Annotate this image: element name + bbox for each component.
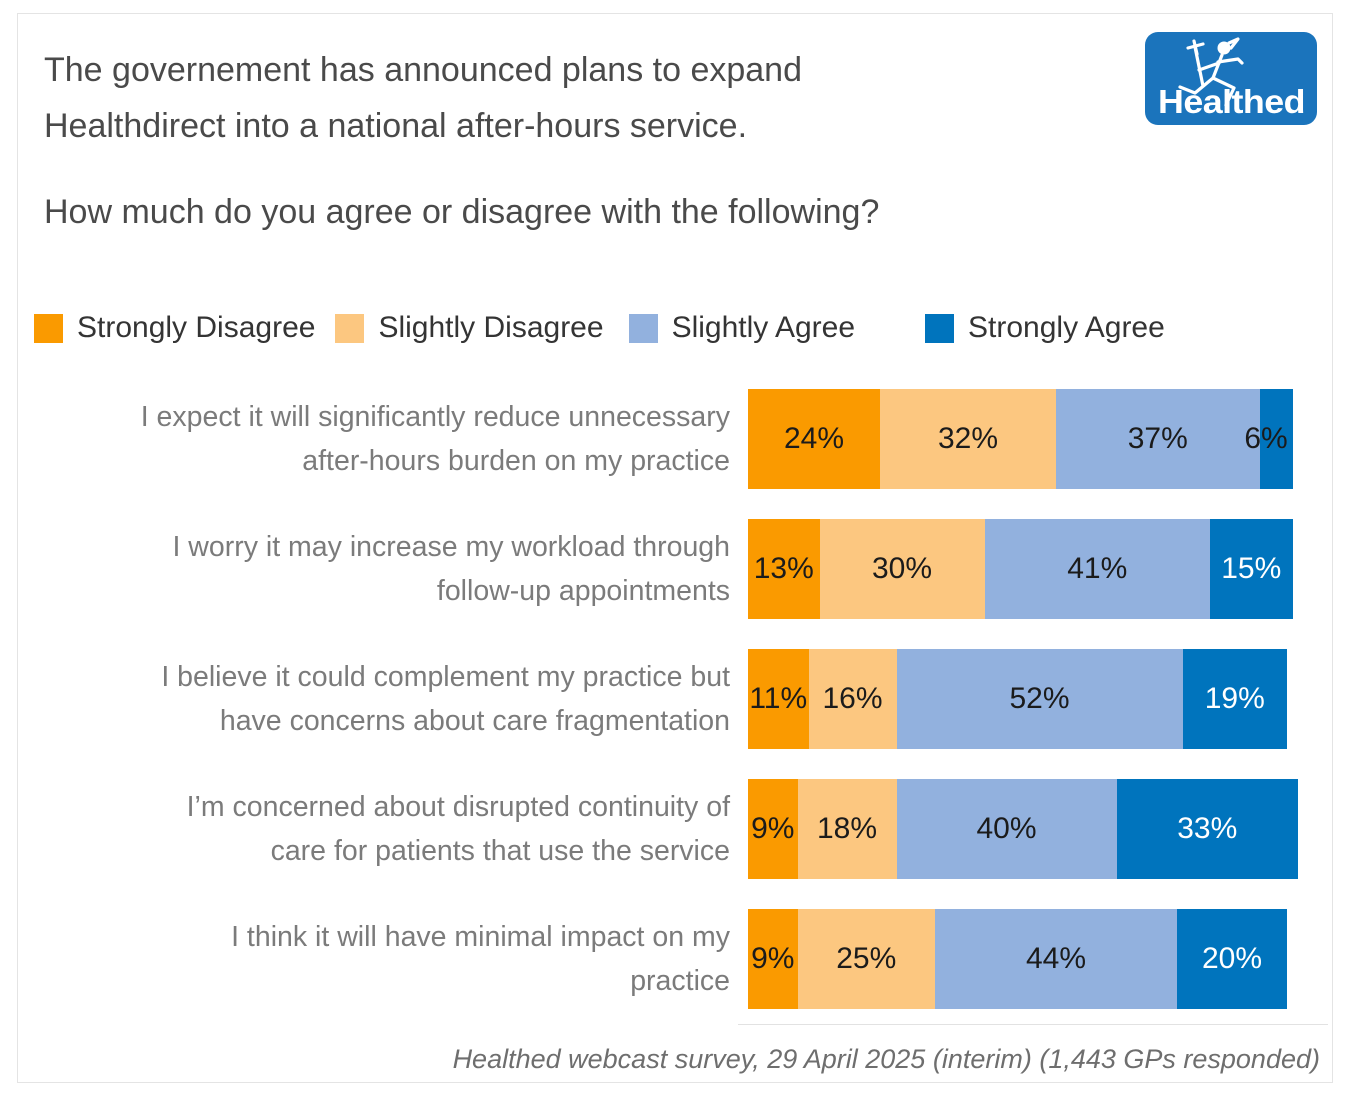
segment-value-label: 52% <box>1009 682 1070 715</box>
legend-label: Slightly Disagree <box>378 311 604 344</box>
segment-value-label: 9% <box>751 812 795 845</box>
segment-value-label: 20% <box>1201 942 1263 975</box>
segment-value-label: 13% <box>753 552 814 585</box>
bar-segment: 9% <box>748 779 798 879</box>
category-label: I’m concerned about disrupted continuity… <box>18 779 730 879</box>
bar-segment: 30% <box>819 519 985 619</box>
legend-item: Slightly Agree <box>628 311 856 345</box>
segment-value-label: 44% <box>1025 942 1087 975</box>
legend-item: Strongly Agree <box>925 311 1165 345</box>
segment-value-label: 37% <box>1127 422 1188 455</box>
segment-value-label: 24% <box>783 422 845 455</box>
category-label-line: have concerns about care fragmentation <box>219 705 730 737</box>
page-title-line-2: Healthdirect into a national after-hours… <box>44 107 748 145</box>
legend-label: Strongly Agree <box>968 311 1165 344</box>
segment-value-label: 9% <box>751 942 795 975</box>
page-subtitle: How much do you agree or disagree with t… <box>44 193 880 231</box>
bar-segment: 52% <box>896 649 1183 749</box>
legend-swatch <box>925 313 955 343</box>
page-title-line-1: The governement has announced plans to e… <box>44 51 802 89</box>
segment-value-label: 11% <box>749 682 808 715</box>
category-label-line: I expect it will significantly reduce un… <box>140 401 730 433</box>
segment-value-label: 41% <box>1067 552 1128 585</box>
bar-segment: 25% <box>797 909 935 1009</box>
category-label-line: care for patients that use the service <box>270 835 730 867</box>
bar-segment: 33% <box>1116 779 1298 879</box>
category-label: I expect it will significantly reduce un… <box>18 389 730 489</box>
legend-swatch <box>34 313 63 343</box>
stacked-bar-chart: I expect it will significantly reduce un… <box>18 14 1332 1082</box>
bar-track: 9% 25% 44% 20% <box>748 909 1287 1009</box>
legend-label: Strongly Disagree <box>77 311 316 344</box>
segment-value-label: 16% <box>822 682 883 715</box>
category-label-line: I think it will have minimal impact on m… <box>231 921 730 953</box>
bar-segment: 41% <box>984 519 1210 619</box>
bar-segment: 44% <box>935 909 1177 1009</box>
segment-value-label: 19% <box>1204 682 1265 715</box>
logo-wordmark: Healthed <box>1158 83 1305 120</box>
logo-background <box>1145 32 1317 125</box>
bar-track: 13% 30% 41% 15% <box>748 519 1293 619</box>
category-label-line: I’m concerned about disrupted continuity… <box>186 791 730 823</box>
chart-card: The governement has announced plans to e… <box>17 13 1333 1083</box>
segment-value-label: 32% <box>937 422 999 455</box>
bar-segment: 32% <box>880 389 1056 489</box>
segment-value-label: 18% <box>816 812 878 845</box>
legend-swatch <box>335 313 365 343</box>
bar-segment: 20% <box>1177 909 1287 1009</box>
legend-label: Slightly Agree <box>671 311 856 344</box>
category-label-line: practice <box>630 965 730 997</box>
bar-track: 9% 18% 40% 33% <box>748 779 1298 879</box>
hermes-runner-icon <box>1178 37 1244 107</box>
segment-value-label: 6% <box>1244 422 1288 455</box>
bar-row: I expect it will significantly reduce un… <box>18 389 1332 489</box>
bar-segment: 40% <box>896 779 1117 879</box>
category-label-line: after-hours burden on my practice <box>302 445 730 477</box>
bar-segment: 18% <box>797 779 897 879</box>
category-label: I believe it could complement my practic… <box>18 649 730 749</box>
category-label-line: follow-up appointments <box>436 575 730 607</box>
bar-segment: 19% <box>1182 649 1287 749</box>
legend-item: Strongly Disagree <box>34 311 315 345</box>
bar-row: I believe it could complement my practic… <box>18 649 1332 749</box>
axis-divider-line <box>738 1024 1328 1025</box>
healthed-logo: Healthed <box>1145 32 1317 125</box>
segment-value-label: 30% <box>871 552 933 585</box>
bar-segment: 15% <box>1210 519 1293 619</box>
bar-segment: 24% <box>748 389 880 489</box>
bar-segment: 9% <box>748 909 798 1009</box>
category-label: I worry it may increase my workload thro… <box>18 519 730 619</box>
category-label: I think it will have minimal impact on m… <box>18 909 730 1009</box>
bar-track: 11% 16% 52% 19% <box>748 649 1287 749</box>
bar-segment: 6% <box>1244 389 1293 489</box>
page-title: The governement has announced plans to e… <box>44 42 1044 154</box>
category-label-line: I worry it may increase my workload thro… <box>172 531 730 563</box>
bar-track: 24% 32% 37% 6% <box>748 389 1293 489</box>
bar-row: I think it will have minimal impact on m… <box>18 909 1332 1009</box>
healthed-logo-svg: Healthed <box>1145 32 1317 125</box>
legend: Strongly Disagree Slightly Disagree Slight… <box>34 311 1165 345</box>
bar-row: I’m concerned about disrupted continuity… <box>18 779 1332 879</box>
bar-segment: 13% <box>748 519 820 619</box>
segment-value-label: 15% <box>1221 552 1282 585</box>
bar-row: I worry it may increase my workload thro… <box>18 519 1332 619</box>
legend-item: Slightly Disagree <box>335 311 604 345</box>
bar-segment: 16% <box>808 649 897 749</box>
source-note: Healthed webcast survey, 29 April 2025 (… <box>452 1044 1320 1074</box>
legend-swatch <box>628 313 658 343</box>
segment-value-label: 25% <box>836 942 897 975</box>
category-label-line: I believe it could complement my practic… <box>161 661 730 693</box>
segment-value-label: 33% <box>1177 812 1238 845</box>
bar-segment: 37% <box>1056 389 1260 489</box>
segment-value-label: 40% <box>976 812 1037 845</box>
bar-segment: 11% <box>748 649 809 749</box>
